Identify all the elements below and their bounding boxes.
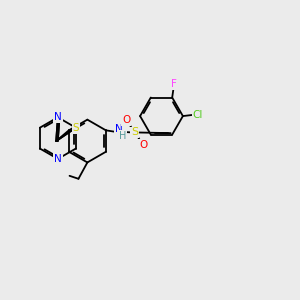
Text: N: N — [54, 112, 62, 122]
Text: N: N — [54, 154, 62, 164]
Text: H: H — [119, 131, 126, 141]
Text: N: N — [115, 124, 123, 134]
Text: S: S — [131, 128, 138, 137]
Text: O: O — [139, 140, 147, 150]
Text: Cl: Cl — [193, 110, 203, 120]
Text: F: F — [171, 79, 177, 89]
Text: O: O — [122, 115, 130, 125]
Text: S: S — [73, 123, 79, 133]
